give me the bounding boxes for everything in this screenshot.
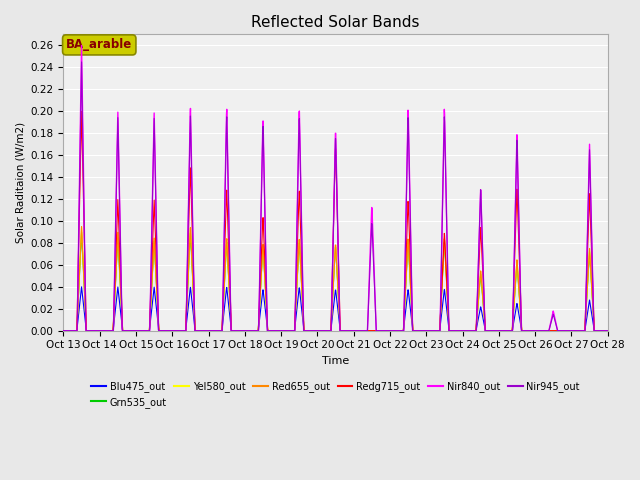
Nir840_out <box>60 328 67 334</box>
Red655_out <box>604 328 612 334</box>
Red655_out <box>571 328 579 334</box>
Nir840_out <box>351 328 359 334</box>
Title: Reflected Solar Bands: Reflected Solar Bands <box>252 15 420 30</box>
Yel580_out <box>212 328 220 334</box>
Line: Blu475_out: Blu475_out <box>63 287 608 331</box>
Line: Nir840_out: Nir840_out <box>63 46 608 331</box>
Text: BA_arable: BA_arable <box>66 38 132 51</box>
Redg715_out <box>604 328 612 334</box>
Blu475_out <box>212 328 220 334</box>
Blu475_out <box>77 284 85 290</box>
Blu475_out <box>604 328 612 334</box>
Grn535_out <box>364 328 371 334</box>
Blu475_out <box>60 328 67 334</box>
Yel580_out <box>571 328 579 334</box>
Nir840_out <box>571 328 579 334</box>
Redg715_out <box>571 328 579 334</box>
Yel580_out <box>494 328 502 334</box>
Grn535_out <box>556 328 564 334</box>
Nir945_out <box>571 328 579 334</box>
Yel580_out <box>556 328 564 334</box>
Line: Nir945_out: Nir945_out <box>63 62 608 331</box>
Nir945_out <box>351 328 359 334</box>
Grn535_out <box>571 328 579 334</box>
Yel580_out <box>351 328 359 334</box>
Nir840_out <box>604 328 612 334</box>
Grn535_out <box>604 328 612 334</box>
Yel580_out <box>364 328 371 334</box>
Nir945_out <box>212 328 220 334</box>
Grn535_out <box>494 328 502 334</box>
Nir945_out <box>364 328 371 334</box>
Yel580_out <box>604 328 612 334</box>
Nir840_out <box>494 328 502 334</box>
Nir945_out <box>77 59 85 65</box>
Grn535_out <box>60 328 67 334</box>
Red655_out <box>364 328 371 334</box>
Line: Red655_out: Red655_out <box>63 227 608 331</box>
Grn535_out <box>351 328 359 334</box>
Yel580_out <box>77 224 85 229</box>
Red655_out <box>60 328 67 334</box>
Line: Yel580_out: Yel580_out <box>63 227 608 331</box>
Redg715_out <box>351 328 359 334</box>
Grn535_out <box>212 328 220 334</box>
Redg715_out <box>77 108 85 114</box>
Line: Redg715_out: Redg715_out <box>63 111 608 331</box>
Redg715_out <box>60 328 67 334</box>
Nir840_out <box>77 43 85 48</box>
Blu475_out <box>351 328 359 334</box>
Red655_out <box>494 328 502 334</box>
Blu475_out <box>556 328 564 334</box>
Blu475_out <box>494 328 502 334</box>
Grn535_out <box>77 229 85 235</box>
Blu475_out <box>571 328 579 334</box>
Yel580_out <box>60 328 67 334</box>
Blu475_out <box>364 328 371 334</box>
Y-axis label: Solar Raditaion (W/m2): Solar Raditaion (W/m2) <box>15 122 25 243</box>
Red655_out <box>77 224 85 229</box>
X-axis label: Time: Time <box>322 356 349 366</box>
Redg715_out <box>556 328 564 334</box>
Nir840_out <box>212 328 220 334</box>
Red655_out <box>556 328 564 334</box>
Nir840_out <box>556 328 564 334</box>
Redg715_out <box>494 328 502 334</box>
Nir945_out <box>494 328 502 334</box>
Nir840_out <box>364 328 371 334</box>
Redg715_out <box>212 328 220 334</box>
Nir945_out <box>556 328 564 334</box>
Nir945_out <box>604 328 612 334</box>
Redg715_out <box>364 328 371 334</box>
Red655_out <box>351 328 359 334</box>
Line: Grn535_out: Grn535_out <box>63 232 608 331</box>
Nir945_out <box>60 328 67 334</box>
Red655_out <box>212 328 220 334</box>
Legend: Blu475_out, Grn535_out, Yel580_out, Red655_out, Redg715_out, Nir840_out, Nir945_: Blu475_out, Grn535_out, Yel580_out, Red6… <box>87 377 584 412</box>
